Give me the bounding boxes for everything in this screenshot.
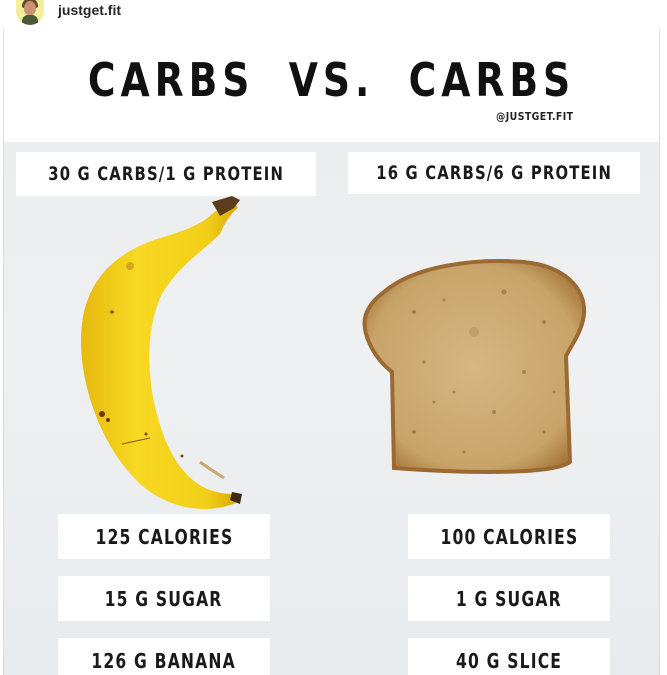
- right-macros-text: 16 G CARBS/6 G PROTEIN: [376, 162, 612, 184]
- post-header: justget.fit: [0, 0, 667, 30]
- left-sugar-text: 15 G SUGAR: [105, 586, 223, 611]
- main-title: CARBS VS. CARBS: [87, 53, 576, 107]
- right-sugar-label: 1 G SUGAR: [408, 576, 610, 621]
- photo-area: 30 G CARBS/1 G PROTEIN 16 G CARBS/6 G PR…: [4, 142, 659, 675]
- right-sugar-text: 1 G SUGAR: [456, 586, 562, 611]
- avatar-body: [22, 15, 38, 25]
- right-macros-label: 16 G CARBS/6 G PROTEIN: [348, 152, 640, 194]
- left-sugar-label: 15 G SUGAR: [58, 576, 270, 621]
- left-serving-text: 126 G BANANA: [91, 648, 237, 673]
- avatar-face: [24, 1, 36, 16]
- banana-image: [81, 196, 242, 509]
- title-area: CARBS VS. CARBS @JUSTGET.FIT: [4, 30, 659, 142]
- right-serving-text: 40 G SLICE: [455, 648, 563, 673]
- right-calories-label: 100 CALORIES: [408, 514, 610, 559]
- left-serving-label: 126 G BANANA: [58, 638, 270, 675]
- bread-slice-image: [362, 259, 587, 474]
- left-macros-label: 30 G CARBS/1 G PROTEIN: [16, 152, 316, 196]
- post-image: CARBS VS. CARBS @JUSTGET.FIT 30 G CARBS/…: [3, 30, 660, 675]
- right-calories-text: 100 CALORIES: [440, 524, 578, 549]
- left-calories-text: 125 CALORIES: [95, 524, 233, 549]
- username-link[interactable]: justget.fit: [58, 2, 121, 18]
- watermark-handle: @JUSTGET.FIT: [496, 110, 574, 123]
- avatar[interactable]: [16, 0, 44, 25]
- right-serving-label: 40 G SLICE: [408, 638, 610, 675]
- left-macros-text: 30 G CARBS/1 G PROTEIN: [48, 163, 284, 185]
- left-calories-label: 125 CALORIES: [58, 514, 270, 559]
